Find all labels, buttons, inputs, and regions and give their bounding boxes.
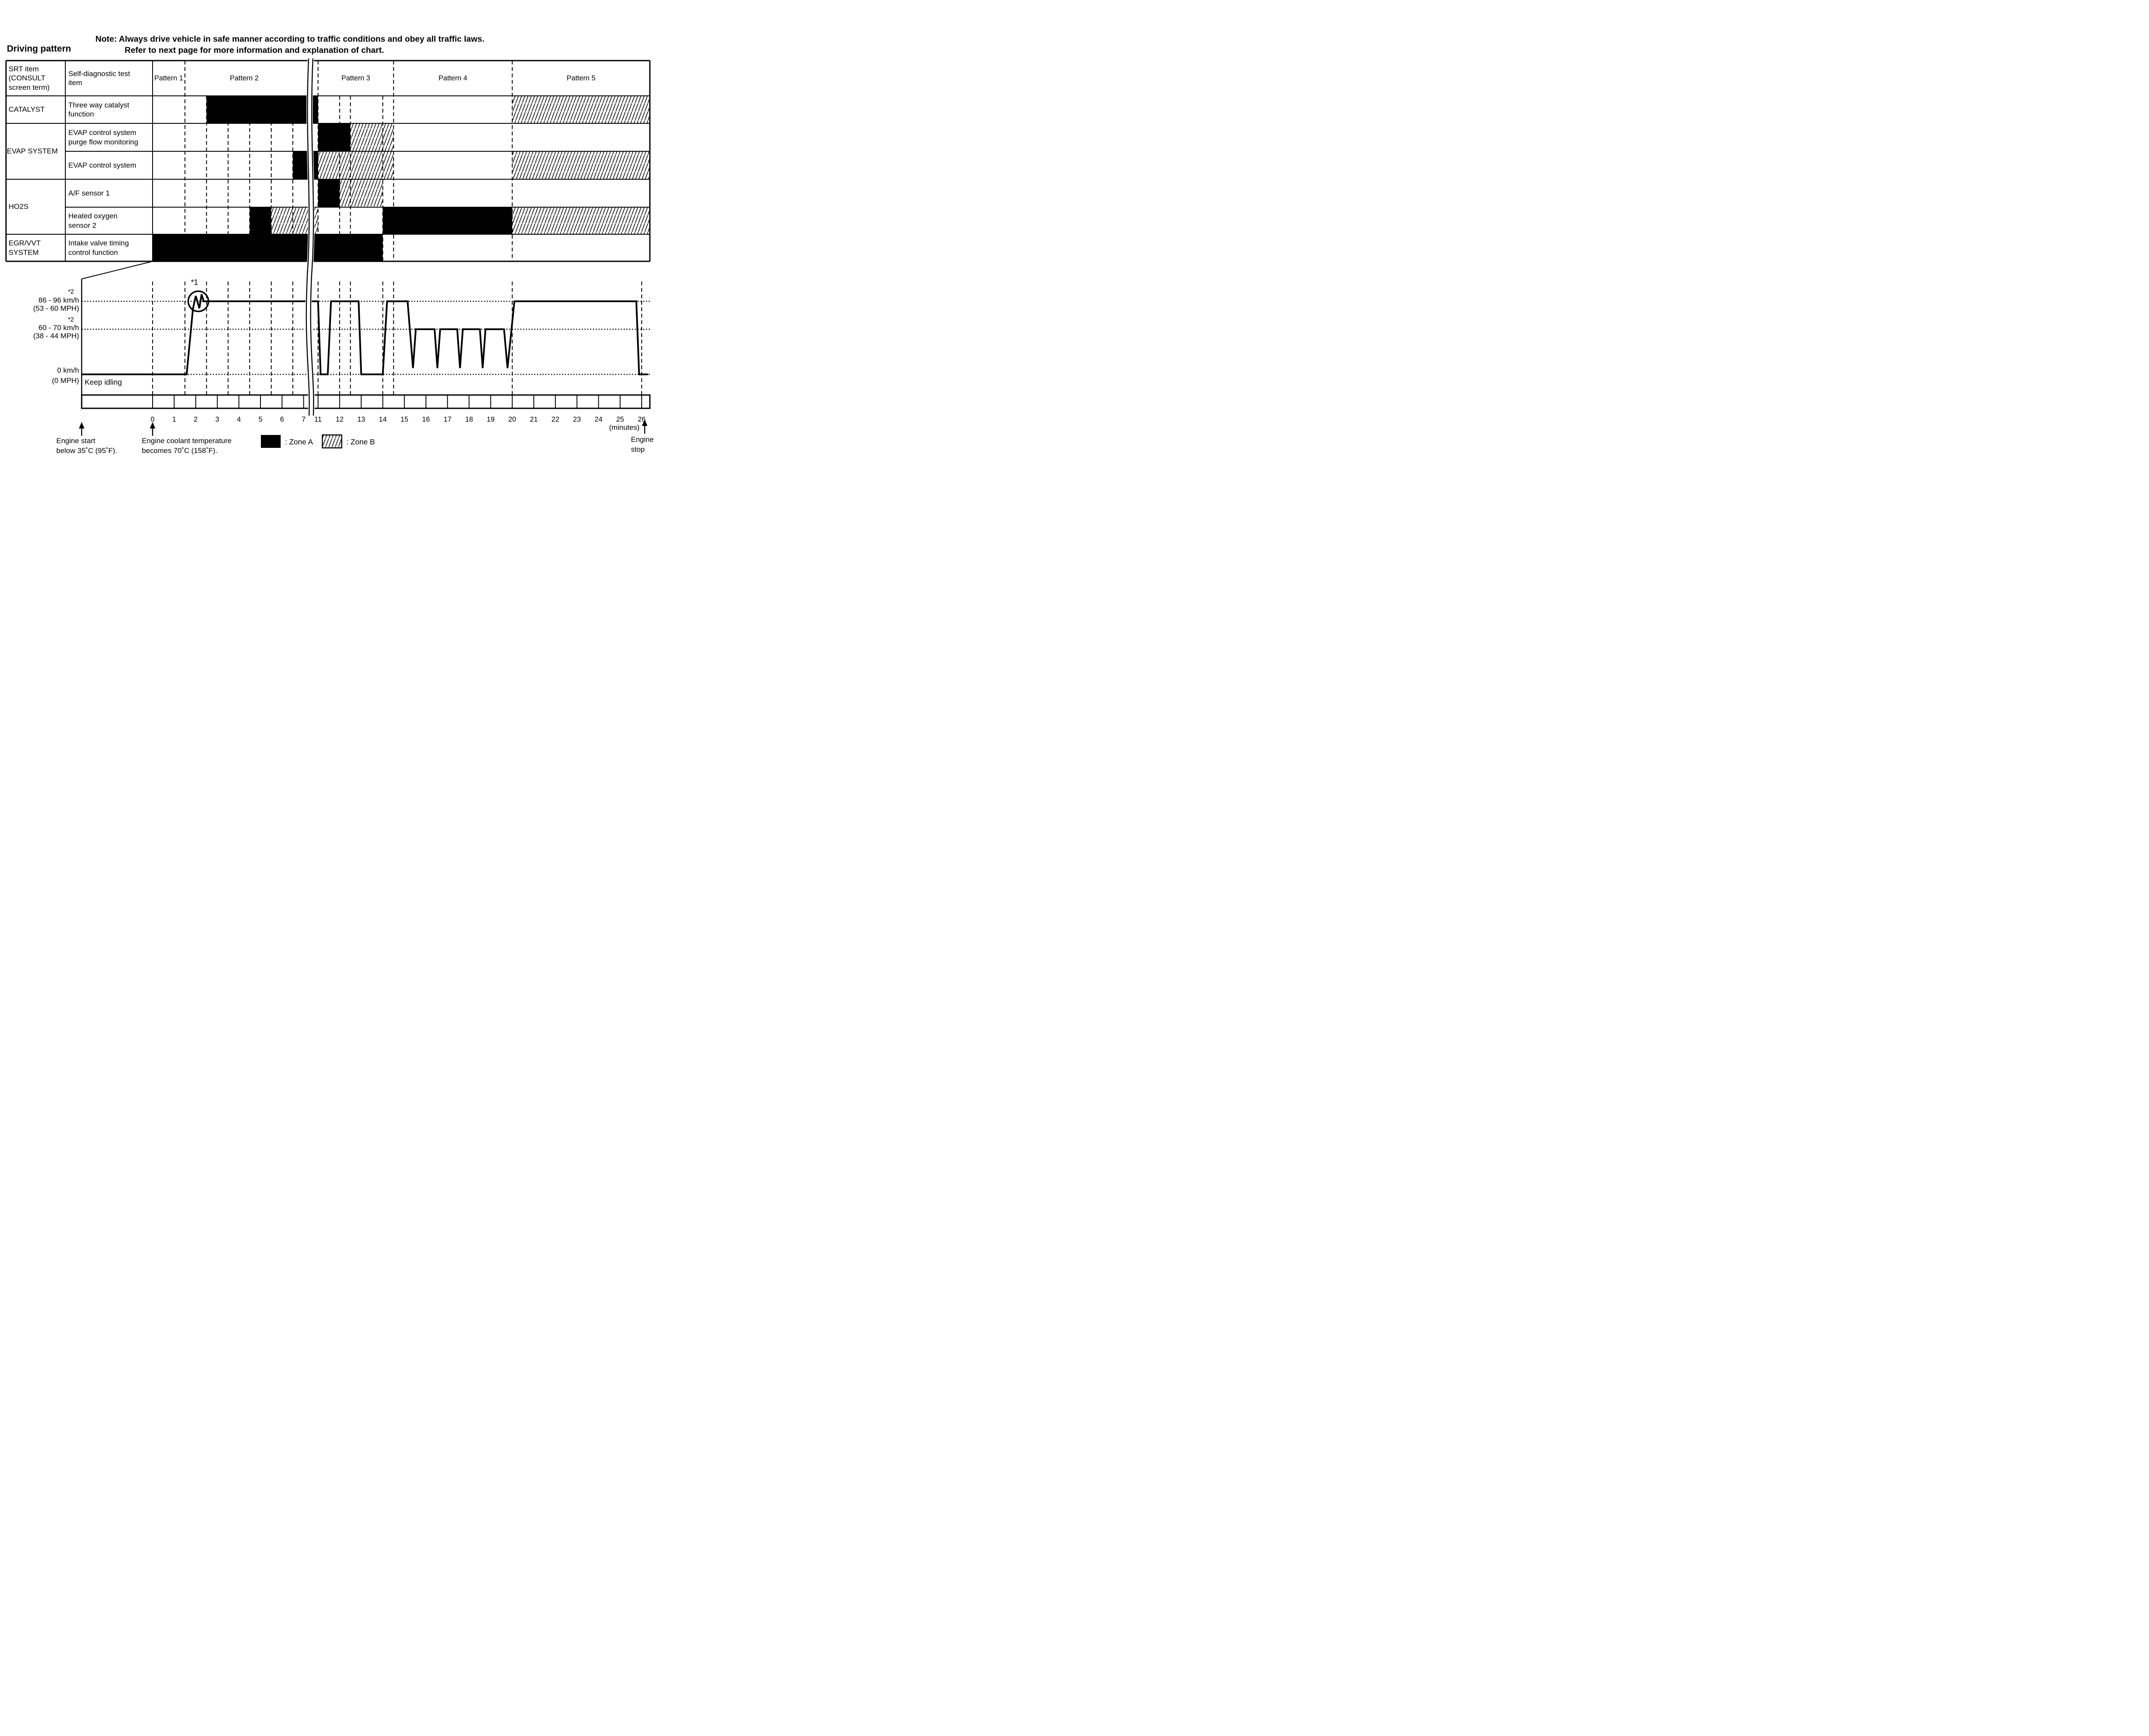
axis-tick-label: 13 (357, 416, 365, 423)
table-header-test-item: Self-diagnostic test item (68, 69, 130, 87)
up-arrow-icon (79, 422, 85, 429)
legend-zone-b-label: : Zone B (346, 438, 375, 446)
pattern-label: Pattern 4 (438, 74, 467, 82)
axis-tick-label: 21 (530, 416, 538, 423)
axis-tick-label: 24 (594, 416, 602, 423)
speed-label-mid-mph: (38 - 44 MPH) (33, 332, 79, 340)
up-arrow-icon (150, 422, 156, 429)
axis-tick-label: 18 (465, 416, 473, 423)
zone-a-bar (318, 123, 351, 151)
table-header-srt-item: SRT item (CONSULT screen term) (9, 65, 50, 92)
axis-ruler-strip (81, 394, 651, 409)
legend-zone-a-label: : Zone A (285, 438, 313, 446)
footnote-1-marker: *1 (191, 278, 199, 287)
axis-unit-label: (minutes) (609, 423, 640, 432)
zone-b-bar (512, 96, 650, 123)
axis-tick-label: 14 (379, 416, 386, 423)
axis-tick-label: 11 (314, 416, 321, 423)
axis-tick-label: 25 (616, 416, 624, 423)
zone-a-bar (318, 179, 340, 207)
page-title: Driving pattern (7, 44, 71, 54)
fluctuation-circle-icon (187, 290, 209, 312)
zone-b-bar (340, 179, 383, 207)
test-item-row: EVAP control system (68, 161, 137, 169)
note-line-1: Note: Always drive vehicle in safe manne… (95, 34, 485, 44)
axis-tick-label: 20 (508, 416, 516, 423)
axis-break-mask (305, 58, 315, 416)
test-item-row: Intake valve timing control function (68, 239, 129, 257)
axis-tick-label: 2 (194, 416, 198, 423)
note-line-2: Refer to next page for more information … (125, 46, 384, 55)
zone-a-bar (293, 151, 318, 179)
axis-tick-label: 5 (258, 416, 262, 423)
axis-tick-label: 12 (336, 416, 343, 423)
axis-tick-label: 26 (638, 416, 646, 423)
zone-b-bar (350, 123, 394, 151)
coolant-temp-caption: Engine coolant temperature becomes 70˚C … (142, 437, 232, 455)
srt-item-catalyst: CATALYST (9, 105, 45, 114)
figure-graphics: 0 1 2 3 4 5 6 7 11 12 13 14 15 16 17 18 19 20 21 22 23 24 25 26… (5, 58, 651, 449)
figure-line (81, 261, 153, 279)
keep-idling-label: Keep idling (85, 378, 122, 386)
speed-label-mid-kmh: 60 - 70 km/h (38, 324, 80, 332)
axis-tick-label: 3 (215, 416, 219, 423)
footnote-2-marker: *2 (68, 288, 74, 295)
pattern-label: Pattern 5 (566, 74, 595, 82)
legend-zone-a-swatch (261, 435, 281, 448)
speed-label-high-mph: (53 - 60 MPH) (33, 304, 79, 312)
speed-label-high-kmh: 86 - 96 km/h (38, 296, 80, 304)
test-item-row: Heated oxygen sensor 2 (68, 212, 118, 230)
test-item-row: Three way catalyst function (68, 101, 129, 118)
axis-tick-label: 4 (237, 416, 241, 423)
axis-tick-label: 19 (487, 416, 494, 423)
axis-tick-label: 23 (573, 416, 581, 423)
axis-tick-label: 1 (172, 416, 176, 423)
speed-label-zero-kmh: 0 km/h (57, 366, 79, 374)
test-item-row: A/F sensor 1 (68, 189, 110, 197)
footnote-2-marker: *2 (68, 316, 74, 323)
pattern-label: Pattern 1 (154, 74, 183, 82)
axis-tick-label: 17 (444, 416, 451, 423)
axis-tick-label: 0 (150, 416, 154, 423)
driving-pattern-figure: 0 1 2 3 4 5 6 7 11 12 13 14 15 16 17 18 19 20 21 22 23 24 25 26… (0, 0, 662, 488)
axis-tick-label: 15 (401, 416, 408, 423)
vehicle-speed-trace (81, 294, 649, 375)
axis-tick-label: 22 (551, 416, 559, 423)
pattern-label: Pattern 3 (341, 74, 370, 82)
axis-tick-label: 6 (280, 416, 284, 423)
axis-tick-label: 7 (302, 416, 306, 423)
pattern-label: Pattern 2 (230, 74, 259, 82)
zone-b-bar (318, 151, 394, 179)
test-item-row: EVAP control system purge flow monitorin… (68, 129, 138, 146)
up-arrow-icon (642, 419, 648, 426)
zone-a-bar (383, 207, 512, 234)
zone-b-bar (512, 151, 650, 179)
zone-b-bar (512, 207, 650, 234)
axis-break-squiggle-icon (310, 58, 314, 416)
zone-a-bar (206, 96, 318, 123)
zone-a-bar (153, 234, 383, 261)
zone-a-bar (249, 207, 272, 234)
srt-item-ho2s: HO2S (9, 202, 29, 211)
engine-stop-caption: Engine stop (631, 435, 654, 453)
axis-tick-label: 16 (422, 416, 430, 423)
axis-break-squiggle-icon (306, 58, 310, 416)
srt-item-evap-system: EVAP SYSTEM (7, 147, 58, 156)
srt-item-egr-vvt: EGR/VVT SYSTEM (9, 239, 41, 257)
engine-start-caption: Engine start below 35˚C (95˚F). (56, 437, 117, 455)
legend-zone-b-swatch (321, 434, 343, 449)
speed-label-zero-mph: (0 MPH) (52, 377, 79, 385)
